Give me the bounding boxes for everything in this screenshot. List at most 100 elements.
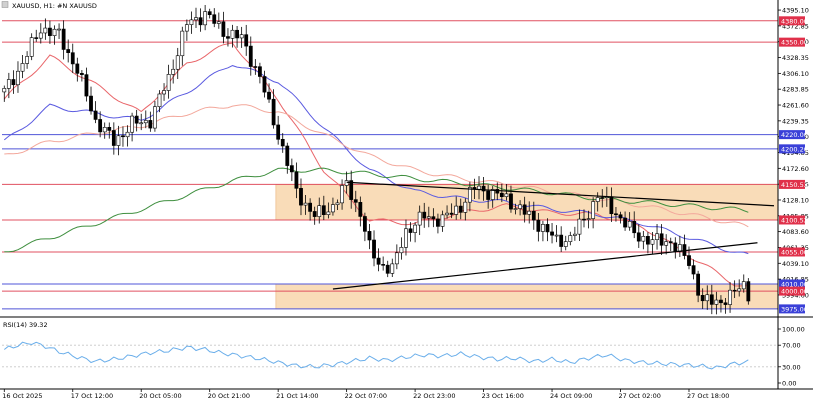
candle-body (687, 255, 691, 266)
candle-body (148, 120, 153, 129)
candle-body (89, 95, 93, 112)
candle-body (591, 201, 596, 219)
candle-body (641, 236, 646, 242)
candle-body (344, 180, 349, 186)
candle-body (29, 37, 34, 57)
time-tick-label: 17 Oct 12:00 (71, 392, 113, 400)
candle-body (550, 231, 554, 236)
candle-body (513, 208, 518, 210)
candle-body (486, 190, 491, 200)
candle-body (121, 135, 125, 138)
candle-body (413, 224, 418, 233)
chart-header: XAUUSD, H1: #N XAUUSD (12, 2, 97, 10)
candle-body (568, 235, 573, 242)
candle-body (349, 180, 354, 200)
time-tick-label: 24 Oct 09:00 (550, 392, 592, 400)
candle-body (308, 202, 313, 212)
time-tick-label: 16 Oct 2025 (2, 392, 42, 400)
symbol-icon (1, 1, 9, 8)
candle-body (518, 204, 522, 209)
candle-body (536, 219, 541, 232)
candle-body (34, 37, 39, 39)
candle-body (664, 241, 669, 246)
candle-body (43, 27, 48, 34)
candle-body (668, 241, 673, 244)
candle-body (449, 212, 454, 215)
rsi-label: RSI(14) 39.32 (3, 321, 48, 329)
candle-body (171, 68, 176, 75)
candle-body (696, 273, 701, 296)
level-label-bg-5 (779, 215, 805, 225)
candle-body (216, 21, 221, 24)
candle-body (38, 32, 43, 39)
candle-body (577, 218, 582, 235)
candle-body (134, 115, 139, 124)
candle-body (6, 79, 11, 89)
level-label-bg-0 (779, 16, 805, 26)
candle-body (75, 63, 80, 74)
candle-body (153, 106, 157, 129)
candle-body (390, 263, 395, 274)
level-label-8: 4000.00 (781, 288, 808, 296)
candle-body (463, 201, 468, 213)
candle-body (545, 224, 550, 233)
candle-body (184, 24, 189, 32)
price-tick-label: 4128.10 (782, 196, 809, 204)
level-label-bg-9 (779, 304, 805, 314)
rsi-tick-label: 100.00 (782, 326, 805, 334)
level-label-5: 4100.52 (781, 216, 808, 224)
candle-body (98, 119, 103, 133)
candle-body (404, 228, 408, 248)
level-label-bg-2 (779, 130, 805, 140)
candle-body (632, 221, 637, 234)
level-label-bg-4 (779, 179, 805, 189)
candle-body (248, 45, 253, 67)
level-label-3: 4200.20 (781, 145, 808, 153)
candle-body (25, 56, 30, 64)
candle-body (340, 185, 344, 204)
candle-body (709, 294, 714, 305)
candle-body (381, 264, 386, 266)
time-tick-label: 20 Oct 05:00 (139, 392, 181, 400)
candle-body (299, 188, 303, 206)
candle-body (285, 145, 290, 166)
level-label-9: 3975.00 (781, 305, 808, 313)
level-label-6: 4055.00 (781, 248, 808, 256)
time-tick-label: 20 Oct 21:00 (208, 392, 250, 400)
candle-body (235, 29, 239, 39)
candle-body (495, 189, 500, 194)
time-tick-label: 22 Oct 23:00 (413, 392, 455, 400)
candle-body (477, 185, 481, 190)
candle-body (399, 247, 404, 254)
rsi-line (3, 341, 749, 370)
level-label-bg-6 (779, 247, 805, 257)
candle-body (741, 281, 746, 290)
price-tick-label: 4283.85 (782, 86, 809, 94)
candle-body (194, 17, 198, 21)
price-tick-label: 4395.10 (782, 7, 809, 15)
time-tick-label: 21 Oct 14:00 (276, 392, 318, 400)
candle-body (732, 289, 737, 292)
candle-body (408, 228, 413, 233)
candle-body (331, 204, 335, 213)
candle-body (20, 63, 25, 72)
candle-body (221, 21, 226, 37)
candle-body (180, 30, 185, 57)
candle-body (203, 11, 208, 26)
level-label-bg-8 (779, 286, 805, 296)
candle-body (130, 115, 134, 133)
candle-body (636, 232, 641, 242)
candle-body (746, 281, 751, 302)
level-label-7: 4010.00 (781, 280, 808, 288)
candle-body (394, 252, 399, 265)
candle-body (102, 127, 107, 133)
candle-body (353, 199, 358, 203)
candle-body (719, 299, 723, 304)
candle-body (582, 218, 586, 221)
candle-body (2, 88, 7, 93)
candle-body (728, 289, 732, 305)
candle-body (609, 196, 614, 215)
candle-body (276, 124, 281, 140)
moving-average-3 (4, 167, 749, 253)
candle-body (326, 211, 331, 215)
